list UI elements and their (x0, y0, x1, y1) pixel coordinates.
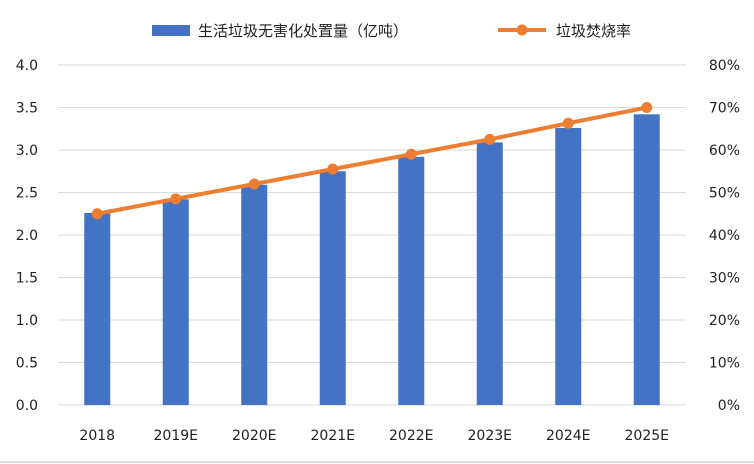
y-left-tick-label: 2.0 (16, 228, 38, 244)
bar (84, 212, 111, 405)
x-tick-label: 2022E (389, 428, 433, 444)
bar (241, 184, 268, 405)
x-tick-label: 2025E (625, 428, 669, 444)
line-point (641, 102, 653, 113)
x-tick-label: 2019E (154, 428, 198, 444)
y-left-tick-label: 1.0 (16, 313, 38, 329)
x-tick-label: 2024E (546, 428, 590, 444)
left-axis-ticks: 0.0 0.5 1.0 1.5 2.0 2.5 3.0 3.5 4.0 (16, 58, 38, 414)
right-axis-ticks: 0% 10% 20% 30% 40% 50% 60% 70% 80% (709, 58, 740, 414)
line-series (91, 102, 653, 220)
line-point (248, 178, 260, 190)
x-tick-label: 2023E (468, 428, 512, 444)
bar (555, 127, 582, 406)
y-right-tick-label: 40% (709, 228, 740, 244)
y-left-tick-label: 0.0 (16, 398, 38, 414)
x-axis-ticks: 2018 2019E 2020E 2021E 2022E 2023E 2024E 2025E (79, 428, 669, 444)
x-tick-label: 2020E (232, 428, 276, 444)
y-left-tick-label: 2.5 (16, 186, 38, 202)
y-left-tick-label: 0.5 (16, 356, 38, 372)
y-left-tick-label: 4.0 (16, 58, 38, 74)
y-right-tick-label: 70% (709, 101, 740, 117)
bar (476, 142, 503, 405)
y-right-tick-label: 60% (709, 143, 740, 159)
line-point (91, 208, 103, 220)
gridlines (58, 64, 686, 406)
line-point (327, 163, 339, 175)
y-right-tick-label: 50% (709, 186, 740, 202)
bar (633, 114, 660, 406)
legend-line-marker (516, 24, 528, 36)
line-point (170, 193, 182, 205)
bar (398, 156, 425, 405)
y-right-tick-label: 10% (709, 356, 740, 372)
legend: 生活垃圾无害化处置量（亿吨） 垃圾焚烧率 (152, 22, 631, 40)
legend-line-label: 垃圾焚烧率 (556, 22, 631, 40)
y-right-tick-label: 30% (709, 271, 740, 287)
line-point (484, 133, 496, 145)
bar-series (84, 114, 660, 406)
line-point (562, 117, 574, 129)
series-line (96, 105, 648, 216)
y-right-tick-label: 80% (709, 58, 740, 74)
y-right-tick-label: 0% (718, 398, 740, 414)
y-right-tick-label: 20% (709, 313, 740, 329)
bar (162, 199, 189, 405)
x-tick-label: 2021E (311, 428, 355, 444)
y-left-tick-label: 3.0 (16, 143, 38, 159)
x-tick-label: 2018 (79, 428, 115, 444)
line-point (405, 148, 417, 160)
y-left-tick-label: 3.5 (16, 101, 38, 117)
y-left-tick-label: 1.5 (16, 271, 38, 287)
legend-bar-label: 生活垃圾无害化处置量（亿吨） (198, 22, 408, 40)
legend-bar-swatch (152, 25, 190, 36)
bar (319, 171, 346, 405)
